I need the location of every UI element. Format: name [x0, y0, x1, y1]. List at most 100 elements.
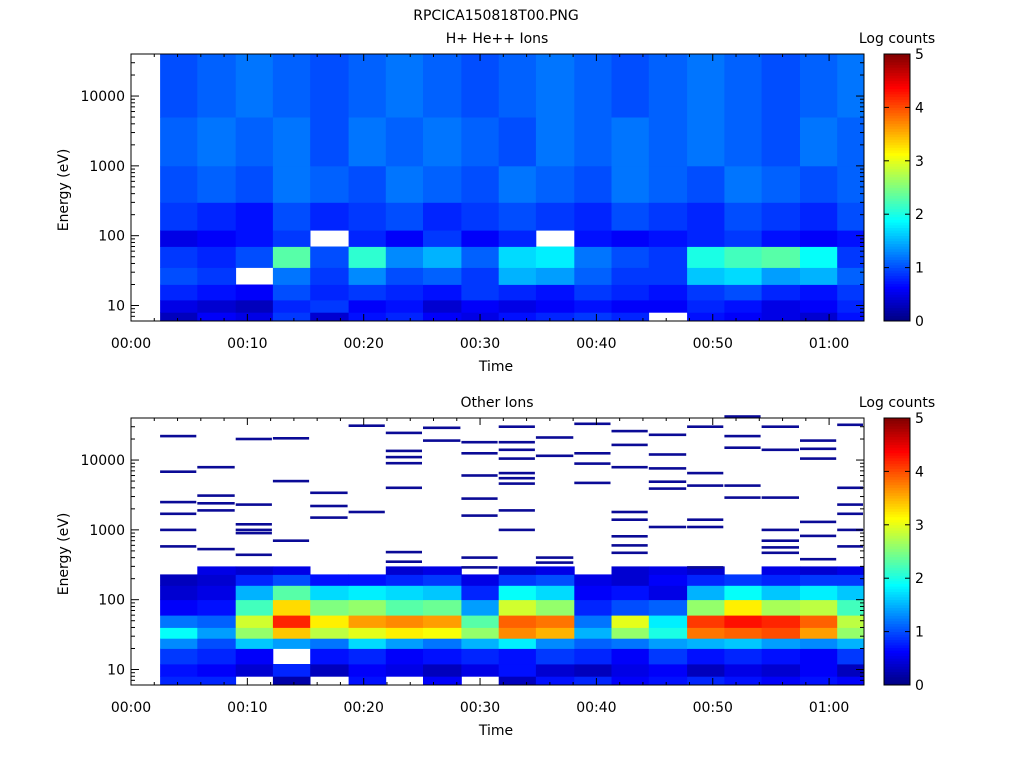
colorbar-swatch [884, 682, 910, 686]
colorbar-swatch [884, 64, 910, 68]
colorbar-swatch [884, 104, 910, 108]
colorbar-swatch [884, 227, 910, 231]
colorbar-swatch [884, 123, 910, 127]
sparse-detection [160, 528, 197, 532]
colorbar-swatch [884, 460, 910, 464]
colorbar-swatch [884, 248, 910, 252]
heatmap-cell [574, 246, 612, 268]
colorbar-swatch [884, 658, 910, 662]
colorbar-swatch [884, 275, 910, 279]
heatmap-cell [197, 230, 237, 247]
heatmap-cell [761, 300, 801, 313]
colorbar-swatch [884, 126, 910, 130]
sparse-detection [160, 512, 197, 516]
colorbar-swatch [884, 195, 910, 199]
x-tick-label: 00:10 [227, 700, 267, 716]
colorbar-swatch [884, 232, 910, 236]
colorbar-swatch [884, 128, 910, 132]
heatmap-cell [574, 165, 612, 203]
colorbar-swatch [884, 240, 910, 244]
heatmap-cell [272, 230, 311, 247]
heatmap-cell [648, 664, 688, 677]
colorbar-swatch [884, 224, 910, 228]
heatmap-cell [310, 165, 349, 203]
sparse-detection [310, 516, 348, 519]
heatmap-cell [574, 230, 612, 247]
heatmap-cell [461, 615, 499, 628]
sparse-detection [461, 566, 498, 569]
sparse-detection [837, 545, 863, 548]
colorbar-swatch [884, 142, 910, 146]
heatmap-cell [461, 117, 499, 167]
sparse-detection [197, 547, 235, 551]
sparse-detection [535, 454, 574, 458]
heatmap-cell [535, 585, 575, 601]
heatmap-cell [574, 202, 612, 231]
colorbar-swatch [884, 628, 910, 632]
heatmap-cell [385, 312, 424, 322]
heatmap-cell [348, 615, 387, 628]
sparse-detection [310, 504, 348, 508]
colorbar-swatch [884, 264, 910, 268]
colorbar-swatch [884, 482, 910, 486]
heatmap-cell [574, 312, 612, 322]
sparse-detection [574, 481, 611, 485]
colorbar-swatch [884, 299, 910, 303]
heatmap-cell [461, 165, 499, 203]
heatmap-cell [498, 648, 537, 665]
heatmap-cell [235, 54, 274, 118]
sparse-detection [461, 497, 498, 500]
colorbar-swatch [884, 206, 910, 210]
heatmap-cell [197, 566, 237, 575]
heatmap-cell [800, 246, 838, 268]
heatmap-cell [385, 230, 424, 247]
heatmap-cell [724, 585, 762, 601]
x-tick-label: 00:10 [227, 336, 267, 352]
colorbar-swatch [884, 72, 910, 76]
y-axis-label: Energy (eV) [56, 149, 72, 232]
colorbar-swatch [884, 490, 910, 494]
colorbar-swatch [884, 644, 910, 649]
heatmap-cell [535, 638, 575, 649]
heatmap-cell [310, 312, 349, 322]
colorbar-tick-label: 2 [915, 571, 924, 587]
colorbar-swatch [884, 211, 910, 215]
heatmap-cell [423, 585, 462, 601]
heatmap-cell [800, 664, 838, 677]
heatmap-cell [761, 312, 801, 322]
colorbar-swatch [884, 436, 910, 440]
colorbar-swatch [884, 235, 910, 239]
colorbar-swatch [884, 171, 910, 175]
heatmap-cell [761, 267, 801, 285]
heatmap-cell [423, 284, 462, 301]
heatmap-cell [197, 312, 237, 322]
colorbar-tick-label: 4 [915, 464, 924, 480]
heatmap-cell [687, 54, 725, 118]
heatmap-cell [535, 267, 575, 285]
x-tick-label: 00:40 [576, 700, 616, 716]
heatmap-cell [235, 599, 274, 616]
heatmap-cell [687, 267, 725, 285]
heatmap-cell [197, 627, 237, 639]
colorbar-swatch [884, 136, 910, 140]
heatmap-cell [837, 599, 865, 616]
sparse-detection [800, 447, 837, 451]
heatmap-cell [197, 267, 237, 285]
colorbar-swatch [884, 474, 910, 478]
heatmap-cell [574, 648, 612, 665]
heatmap-cell [611, 648, 650, 665]
sparse-detection [761, 425, 799, 428]
heatmap-cell [498, 284, 537, 301]
heatmap-cell [160, 676, 198, 686]
colorbar-swatch [884, 604, 910, 608]
colorbar-swatch [884, 286, 910, 290]
heatmap-cell [611, 230, 650, 247]
colorbar-swatch [884, 612, 910, 616]
heatmap-cell [272, 566, 311, 575]
sparse-detection [724, 415, 761, 418]
heatmap-cell [160, 54, 198, 118]
heatmap-cell [724, 267, 762, 285]
heatmap-cell [800, 267, 838, 285]
sparse-detection [348, 424, 385, 427]
sparse-detection [498, 476, 535, 480]
